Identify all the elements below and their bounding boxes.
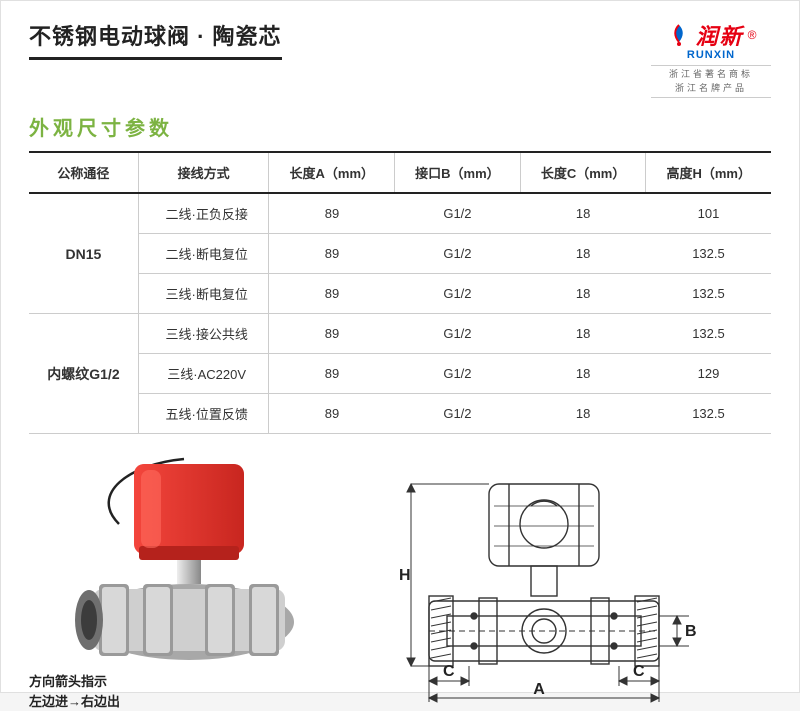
brand-reg-mark: ® xyxy=(748,28,757,42)
cell-wiring: 三线·断电复位 xyxy=(138,274,269,314)
technical-drawing: H B xyxy=(379,476,719,711)
cell-wiring: 五线·位置反馈 xyxy=(138,394,269,434)
cell-a: 89 xyxy=(269,314,395,354)
page-title: 不锈钢电动球阀 · 陶瓷芯 xyxy=(29,19,282,60)
cell-wiring: 三线·接公共线 xyxy=(138,314,269,354)
cell-c: 18 xyxy=(520,274,646,314)
page-container: 不锈钢电动球阀 · 陶瓷芯 润新 ® RUNXIN 浙江省著名商标 浙江名牌产品… xyxy=(0,0,800,693)
col-dn: 公称通径 xyxy=(29,152,138,193)
brand-tagline-1: 浙江省著名商标 xyxy=(651,68,771,82)
cell-h: 132.5 xyxy=(646,394,771,434)
caption-line-1: 方向箭头指示 xyxy=(29,672,349,692)
cell-h: 132.5 xyxy=(646,234,771,274)
cell-a: 89 xyxy=(269,394,395,434)
table-row: 三线·断电复位 89 G1/2 18 132.5 xyxy=(29,274,771,314)
dn-cell-2: 内螺纹G1/2 xyxy=(29,314,138,434)
cell-h: 132.5 xyxy=(646,314,771,354)
cell-wiring: 三线·AC220V xyxy=(138,354,269,394)
col-h: 高度H（mm） xyxy=(646,152,771,193)
col-a: 长度A（mm） xyxy=(269,152,395,193)
dim-label-h: H xyxy=(399,567,411,584)
cell-c: 18 xyxy=(520,193,646,234)
brand-icon xyxy=(666,22,692,48)
col-b: 接口B（mm） xyxy=(395,152,521,193)
cell-a: 89 xyxy=(269,193,395,234)
photo-caption: 方向箭头指示 左边进→右边出 xyxy=(29,672,349,711)
dim-label-b: B xyxy=(685,623,697,640)
cell-b: G1/2 xyxy=(395,274,521,314)
cell-b: G1/2 xyxy=(395,193,521,234)
table-row: 三线·AC220V 89 G1/2 18 129 xyxy=(29,354,771,394)
technical-drawing-svg: H B xyxy=(379,476,719,706)
cell-h: 132.5 xyxy=(646,274,771,314)
spec-table: 公称通径 接线方式 长度A（mm） 接口B（mm） 长度C（mm） 高度H（mm… xyxy=(29,151,771,434)
dim-label-c-left: C xyxy=(443,663,455,680)
dim-label-c-right: C xyxy=(633,663,645,680)
brand-tagline: 浙江省著名商标 浙江名牌产品 xyxy=(651,65,771,98)
cell-wiring: 二线·断电复位 xyxy=(138,234,269,274)
dim-label-a: A xyxy=(533,681,545,698)
cell-b: G1/2 xyxy=(395,314,521,354)
header-row: 不锈钢电动球阀 · 陶瓷芯 润新 ® RUNXIN 浙江省著名商标 浙江名牌产品 xyxy=(29,19,771,98)
brand-tagline-2: 浙江名牌产品 xyxy=(651,82,771,96)
cell-b: G1/2 xyxy=(395,234,521,274)
brand-name-cn: 润新 xyxy=(696,19,744,51)
cell-c: 18 xyxy=(520,314,646,354)
cell-b: G1/2 xyxy=(395,354,521,394)
cell-h: 101 xyxy=(646,193,771,234)
dn-cell-1: DN15 xyxy=(29,193,138,314)
cell-b: G1/2 xyxy=(395,394,521,434)
cell-a: 89 xyxy=(269,274,395,314)
table-row: DN15 二线·正负反接 89 G1/2 18 101 xyxy=(29,193,771,234)
cell-c: 18 xyxy=(520,394,646,434)
brand-top: 润新 ® xyxy=(651,19,771,51)
cell-wiring: 二线·正负反接 xyxy=(138,193,269,234)
table-row: 五线·位置反馈 89 G1/2 18 132.5 xyxy=(29,394,771,434)
spec-table-head: 公称通径 接线方式 长度A（mm） 接口B（mm） 长度C（mm） 高度H（mm… xyxy=(29,152,771,193)
table-row: 二线·断电复位 89 G1/2 18 132.5 xyxy=(29,234,771,274)
cell-c: 18 xyxy=(520,354,646,394)
cell-a: 89 xyxy=(269,234,395,274)
product-photo xyxy=(29,454,329,664)
col-c: 长度C（mm） xyxy=(520,152,646,193)
subtitle: 外观尺寸参数 xyxy=(29,112,771,141)
brand-name-en: RUNXIN xyxy=(651,49,771,61)
cell-c: 18 xyxy=(520,234,646,274)
title-block: 不锈钢电动球阀 · 陶瓷芯 xyxy=(29,19,282,60)
table-row: 内螺纹G1/2 三线·接公共线 89 G1/2 18 132.5 xyxy=(29,314,771,354)
cell-h: 129 xyxy=(646,354,771,394)
spec-table-body: DN15 二线·正负反接 89 G1/2 18 101 二线·断电复位 89 G… xyxy=(29,193,771,434)
product-photo-block: 方向箭头指示 左边进→右边出 xyxy=(29,454,349,711)
diagram-area: 方向箭头指示 左边进→右边出 xyxy=(29,454,771,711)
cell-a: 89 xyxy=(269,354,395,394)
brand-block: 润新 ® RUNXIN 浙江省著名商标 浙江名牌产品 xyxy=(651,19,771,98)
caption-line-2: 左边进→右边出 xyxy=(29,692,349,711)
col-wiring: 接线方式 xyxy=(138,152,269,193)
table-header-row: 公称通径 接线方式 长度A（mm） 接口B（mm） 长度C（mm） 高度H（mm… xyxy=(29,152,771,193)
